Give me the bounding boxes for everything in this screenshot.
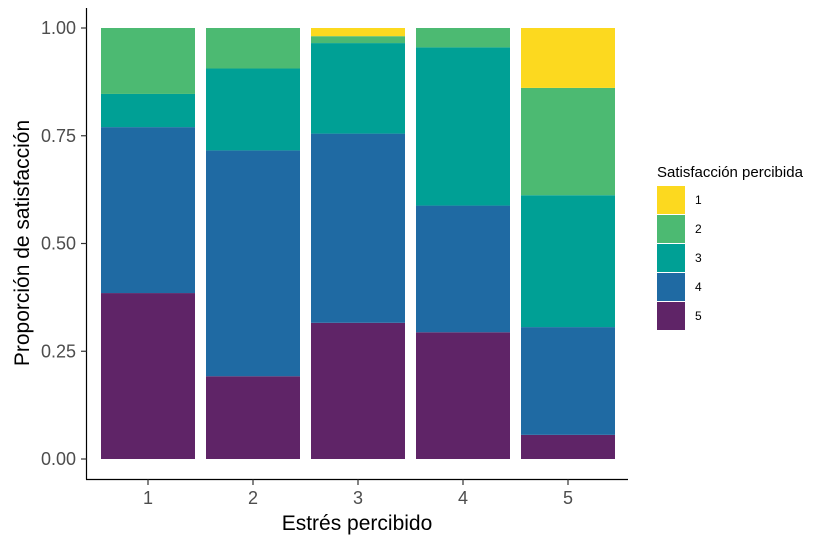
legend-swatch-3 bbox=[657, 244, 685, 272]
bar-segment-2-level-2 bbox=[206, 28, 300, 69]
bar-segment-4-level-4 bbox=[416, 205, 510, 333]
bar-segment-5-level-2 bbox=[521, 87, 615, 196]
y-tick-label: 0.25 bbox=[41, 341, 76, 361]
x-tick-label: 5 bbox=[563, 488, 573, 508]
bar-segment-2-level-3 bbox=[206, 68, 300, 151]
bar-segment-3-level-3 bbox=[311, 43, 405, 134]
x-tick-label: 2 bbox=[248, 488, 258, 508]
bar-segment-4-level-3 bbox=[416, 47, 510, 206]
legend-swatch-5 bbox=[657, 302, 685, 330]
y-tick-label: 0.50 bbox=[41, 234, 76, 254]
x-tick-label: 1 bbox=[143, 488, 153, 508]
legend-label-5: 5 bbox=[695, 309, 702, 323]
bar-segment-5-level-1 bbox=[521, 28, 615, 88]
x-tick-label: 4 bbox=[458, 488, 468, 508]
bar-segment-5-level-4 bbox=[521, 327, 615, 435]
legend-swatch-4 bbox=[657, 273, 685, 301]
legend: Satisfacción percibida 1 2 3 4 5 bbox=[657, 164, 804, 330]
bar-segment-3-level-1 bbox=[311, 28, 405, 37]
bar-segment-1-level-3 bbox=[101, 93, 195, 128]
legend-items: 1 2 3 4 5 bbox=[657, 186, 702, 330]
bar-segment-4-level-5 bbox=[416, 332, 510, 459]
legend-title: Satisfacción percibida bbox=[657, 164, 804, 181]
legend-label-4: 4 bbox=[695, 280, 702, 294]
bar-segment-3-level-2 bbox=[311, 36, 405, 44]
legend-label-1: 1 bbox=[695, 193, 702, 207]
y-ticks-layer: 0.00 0.25 0.50 0.75 1.00 bbox=[41, 18, 87, 469]
bar-segment-2-level-5 bbox=[206, 376, 300, 459]
legend-label-3: 3 bbox=[695, 251, 702, 265]
bar-segment-5-level-3 bbox=[521, 195, 615, 328]
bar-segment-2-level-4 bbox=[206, 150, 300, 377]
bar-segment-1-level-2 bbox=[101, 28, 195, 94]
bar-segment-4-level-2 bbox=[416, 28, 510, 48]
x-ticks-layer: 1 2 3 4 5 bbox=[143, 479, 573, 508]
bar-segment-5-level-5 bbox=[521, 434, 615, 459]
legend-swatch-2 bbox=[657, 215, 685, 243]
bar-segment-3-level-4 bbox=[311, 133, 405, 323]
legend-swatch-1 bbox=[657, 186, 685, 214]
bars-layer bbox=[101, 28, 615, 459]
legend-label-2: 2 bbox=[695, 222, 702, 236]
bar-segment-1-level-5 bbox=[101, 293, 195, 459]
y-tick-label: 0.75 bbox=[41, 126, 76, 146]
bar-segment-3-level-5 bbox=[311, 322, 405, 459]
bar-segment-1-level-4 bbox=[101, 127, 195, 294]
x-axis-title: Estrés percibido bbox=[282, 512, 433, 535]
y-axis-title: Proporción de satisfacción bbox=[11, 120, 34, 366]
y-tick-label: 0.00 bbox=[41, 449, 76, 469]
x-tick-label: 3 bbox=[353, 488, 363, 508]
y-tick-label: 1.00 bbox=[41, 18, 76, 38]
